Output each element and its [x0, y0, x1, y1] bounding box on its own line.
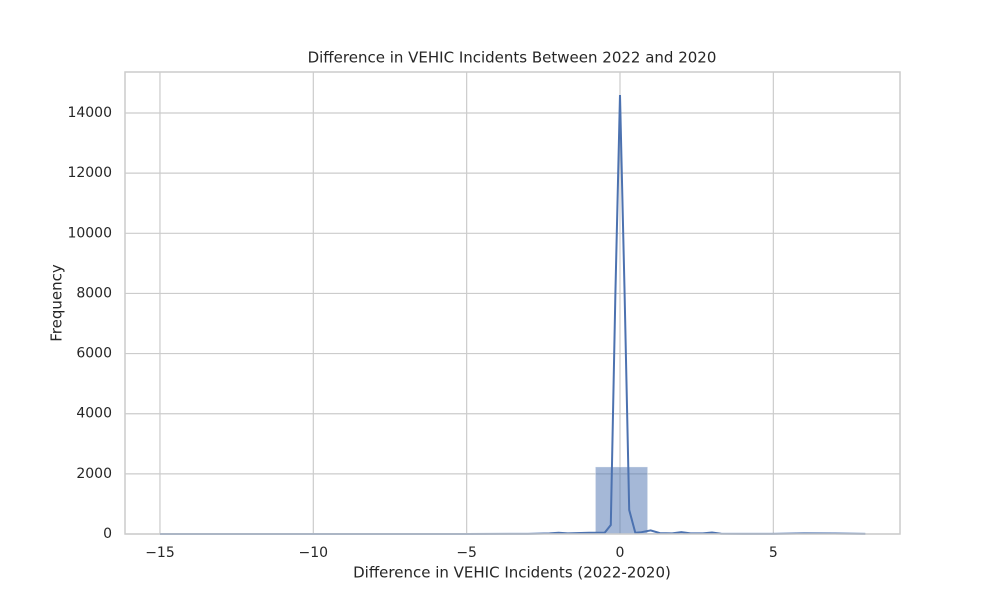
x-tick-label: −10	[299, 545, 329, 561]
x-tick-label: 0	[616, 545, 625, 561]
plot-frame	[124, 71, 901, 535]
x-tick-label: 5	[769, 545, 778, 561]
y-tick-label: 8000	[76, 285, 112, 301]
y-tick-label: 14000	[67, 105, 112, 121]
y-tick-label: 12000	[67, 165, 112, 181]
y-tick-label: 4000	[76, 406, 112, 422]
x-tick-label: −5	[456, 545, 477, 561]
chart-title: Difference in VEHIC Incidents Between 20…	[308, 49, 717, 67]
kde-line	[159, 94, 866, 535]
y-tick-label: 10000	[67, 225, 112, 241]
y-axis-label: Frequency	[48, 264, 66, 342]
y-tick-label: 0	[103, 526, 112, 542]
y-tick-label: 2000	[76, 466, 112, 482]
x-axis-label: Difference in VEHIC Incidents (2022-2020…	[353, 564, 671, 582]
x-tick-label: −15	[145, 545, 175, 561]
histogram-bar	[594, 466, 649, 535]
y-tick-label: 6000	[76, 346, 112, 362]
